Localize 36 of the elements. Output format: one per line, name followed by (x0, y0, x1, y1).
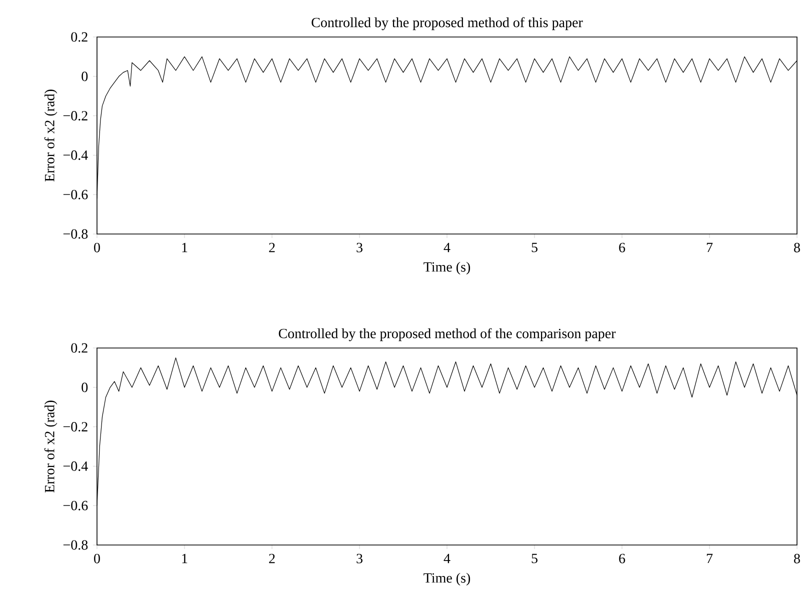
x-tick-label: 4 (444, 554, 450, 564)
x-tick-label: 6 (619, 554, 626, 564)
x-tick-label: 0 (94, 554, 100, 564)
x-tick-label: 2 (269, 554, 275, 564)
x-tick-label: 1 (182, 554, 188, 564)
x-axis-title: Time (s) (424, 262, 470, 275)
y-tick-label: −0.8 (63, 229, 88, 239)
x-tick-label: 6 (619, 242, 626, 252)
x-tick-label: 8 (794, 242, 800, 252)
y-tick-label: −0.6 (63, 190, 88, 200)
x-tick-label: 2 (269, 242, 275, 252)
x-tick-label: 1 (182, 242, 188, 252)
y-tick-label: −0.6 (63, 500, 88, 510)
chart-title: Controlled by the proposed method of the comparison paper (278, 328, 616, 342)
x-tick-label: 0 (94, 242, 100, 252)
y-tick-label: 0.2 (71, 32, 88, 42)
y-tick-label: −0.2 (63, 422, 88, 432)
x-axis-title: Time (s) (424, 572, 470, 586)
x-tick-label: 7 (706, 554, 713, 564)
chart-title: Controlled by the proposed method of this paper (312, 17, 583, 30)
y-axis-title: Error of x2 (rad) (44, 90, 58, 182)
y-tick-label: −0.4 (63, 150, 88, 160)
y-tick-label: −0.8 (63, 540, 88, 550)
y-tick-label: 0 (82, 72, 88, 82)
x-tick-label: 3 (356, 242, 362, 252)
x-tick-label: 7 (706, 242, 713, 252)
y-tick-label: −0.4 (63, 461, 88, 471)
y-axis-title: Error of x2 (rad) (44, 400, 58, 493)
x-tick-label: 8 (794, 554, 800, 564)
x-tick-label: 3 (356, 554, 362, 564)
y-tick-label: −0.2 (63, 111, 88, 121)
x-tick-label: 5 (532, 242, 538, 252)
x-tick-label: 4 (444, 242, 450, 252)
y-tick-label: 0 (82, 382, 88, 392)
y-tick-label: 0.2 (71, 343, 88, 353)
x-tick-label: 5 (532, 554, 538, 564)
